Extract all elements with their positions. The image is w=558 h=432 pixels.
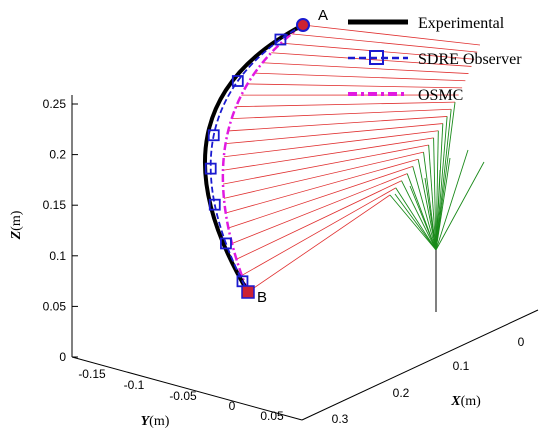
y-tick-label: 0 (229, 399, 236, 413)
sdre-marker (204, 162, 217, 175)
red-link-line (254, 72, 466, 82)
sdre-marker (220, 237, 232, 250)
z-tick-label: 0.25 (43, 97, 67, 111)
red-link-line (231, 173, 408, 244)
z-tick-label: 0.1 (49, 249, 66, 263)
green-link-line (428, 144, 437, 251)
x-axis-ticks: 0 0.1 0.2 0.3 (332, 335, 525, 426)
red-link-line (222, 144, 429, 185)
red-link-line (225, 158, 419, 214)
z-tick-label: 0.05 (43, 299, 67, 313)
sdre-curve (209, 24, 304, 293)
y-tick-label: -0.05 (169, 389, 197, 403)
x-axis-label: X(m) (450, 394, 481, 409)
red-link-line (247, 194, 391, 293)
x-tick-label: 0.1 (453, 359, 470, 373)
x-tick-label: 0.2 (393, 386, 410, 400)
green-link-line (401, 180, 437, 251)
red-link-line (291, 33, 478, 53)
z-tick-label: 0.15 (43, 198, 67, 212)
x-tick-label: 0.3 (332, 412, 349, 426)
experimental-curve (203, 23, 304, 294)
y-tick-label: -0.15 (78, 367, 106, 381)
point-label-b: B (257, 289, 267, 306)
green-link-line (433, 137, 437, 251)
red-link-line (247, 83, 463, 89)
y-axis-ticks: -0.15 -0.1 -0.05 0 0.05 (78, 367, 284, 423)
sdre-marker (231, 75, 244, 87)
green-link-line (395, 187, 437, 251)
green-link-line (435, 130, 439, 251)
red-link-line (223, 130, 439, 158)
red-link-line (241, 187, 396, 276)
green-link-line (424, 177, 437, 251)
green-link-line (435, 109, 452, 251)
green-link-line (435, 116, 448, 251)
red-link-line (271, 52, 472, 67)
green-link-line (417, 159, 437, 251)
red-link-line (236, 101, 456, 108)
end-point-marker (241, 285, 255, 299)
green-link-line (389, 194, 437, 251)
legend-label-experimental: Experimental (418, 15, 505, 32)
green-link-line (435, 149, 469, 251)
green-link-line (435, 102, 456, 251)
y-axis-label: Y(m) (141, 414, 170, 429)
x-axis-line (301, 309, 539, 421)
red-link-line (302, 24, 481, 46)
sdre-marker (274, 33, 287, 46)
z-axis-label: Z(m) (9, 210, 24, 240)
y-tick-label: 0.05 (260, 409, 284, 423)
green-link-line (435, 161, 485, 251)
point-label-a: A (318, 7, 328, 24)
green-link-line (435, 169, 441, 251)
green-link-line (412, 166, 437, 251)
legend-label-osmc: OSMC (418, 87, 463, 104)
z-axis-ticks: 0 0.05 0.1 0.15 0.2 0.25 (43, 97, 78, 364)
red-link-line (222, 137, 434, 171)
z-tick-label: 0 (59, 350, 66, 364)
z-tick-label: 0.2 (49, 148, 66, 162)
legend-label-sdre: SDRE Observer (418, 51, 522, 68)
red-link-line (225, 123, 443, 145)
red-link-line (228, 166, 413, 229)
sdre-marker (208, 198, 221, 211)
legend-marker-sdre (369, 50, 384, 65)
start-point-marker (296, 18, 310, 32)
y-axis-line (71, 356, 303, 421)
legend: Experimental SDRE Observer OSMC (348, 15, 522, 104)
osmc-curve (221, 23, 304, 293)
red-link-line (236, 180, 402, 260)
red-link-line (262, 62, 469, 74)
axes-frame (71, 95, 539, 421)
green-link-line (394, 193, 437, 251)
trajectory-curves (203, 18, 310, 299)
red-link-line (223, 151, 424, 199)
red-link-line (231, 108, 452, 120)
sdre-marker (207, 129, 220, 142)
y-tick-label: -0.1 (124, 378, 145, 392)
green-link-line (409, 185, 437, 251)
x-tick-label: 0 (518, 335, 525, 349)
green-link-line (435, 157, 451, 251)
robot-links (222, 24, 485, 312)
red-link-line (228, 116, 448, 132)
